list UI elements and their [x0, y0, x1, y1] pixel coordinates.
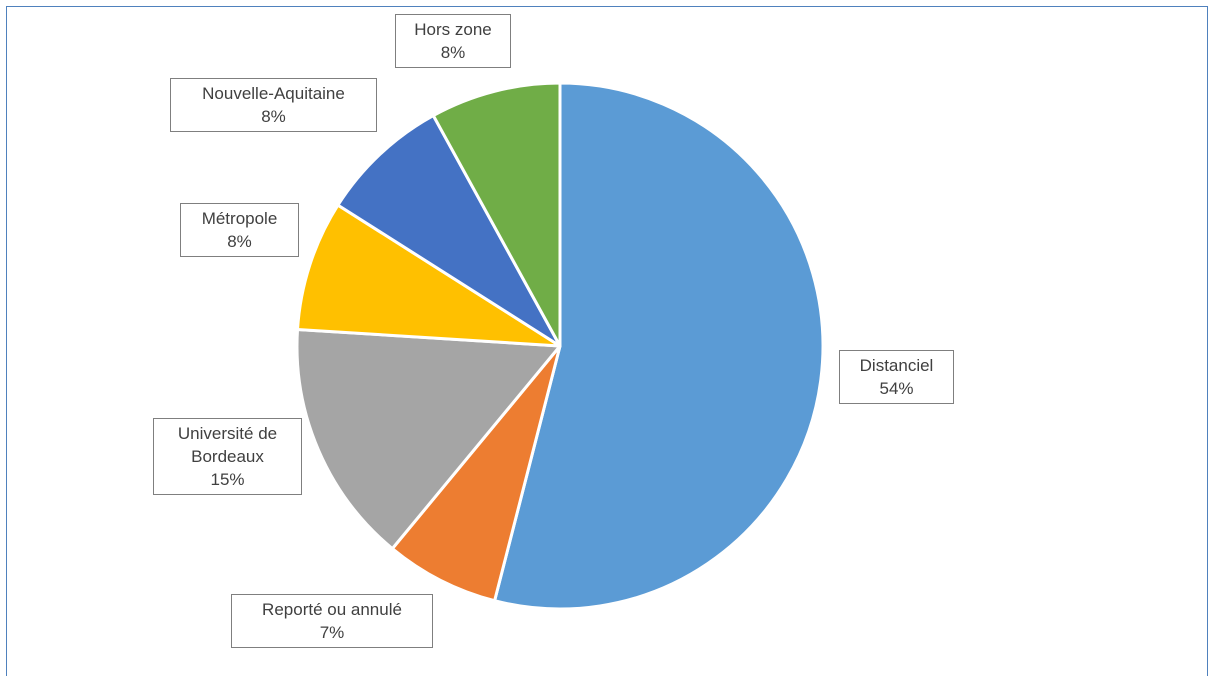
- data-label-distanciel-name: Distanciel: [859, 356, 934, 375]
- pie-slice-distanciel: [493, 81, 825, 611]
- pie-slice-universite-de-bordeaux: [295, 327, 562, 551]
- data-label-nouvelle-aquitaine-value: 8%: [261, 107, 286, 126]
- pie-slice-reporte-ou-annule: [390, 344, 562, 603]
- pie-slice-metropole: [296, 203, 562, 348]
- data-label-metropole: Métropole 8%: [180, 203, 299, 257]
- data-label-reporte-ou-annule: Reporté ou annulé 7%: [231, 594, 433, 648]
- data-label-universite-de-bordeaux-line1: Université de: [177, 424, 278, 443]
- data-label-universite-de-bordeaux-line2: Bordeaux: [191, 447, 264, 466]
- data-label-hors-zone-value: 8%: [440, 43, 466, 62]
- pie-slice-hors-zone: [431, 81, 562, 348]
- data-label-reporte-ou-annule-name: Reporté ou annulé: [262, 600, 402, 619]
- data-label-nouvelle-aquitaine-name: Nouvelle-Aquitaine: [202, 84, 345, 103]
- data-label-hors-zone: Hors zone 8%: [395, 14, 511, 68]
- data-label-metropole-name: Métropole: [201, 209, 278, 228]
- data-label-nouvelle-aquitaine: Nouvelle-Aquitaine 8%: [170, 78, 377, 132]
- data-label-hors-zone-name: Hors zone: [414, 20, 492, 39]
- data-label-distanciel-value: 54%: [879, 379, 914, 398]
- data-label-reporte-ou-annule-value: 7%: [319, 623, 345, 642]
- data-label-metropole-value: 8%: [227, 232, 252, 251]
- data-label-distanciel: Distanciel 54%: [839, 350, 954, 404]
- pie-slice-nouvelle-aquitaine: [336, 114, 562, 348]
- data-label-universite-de-bordeaux-value: 15%: [210, 470, 245, 489]
- data-label-universite-de-bordeaux: Université de Bordeaux 15%: [153, 418, 302, 495]
